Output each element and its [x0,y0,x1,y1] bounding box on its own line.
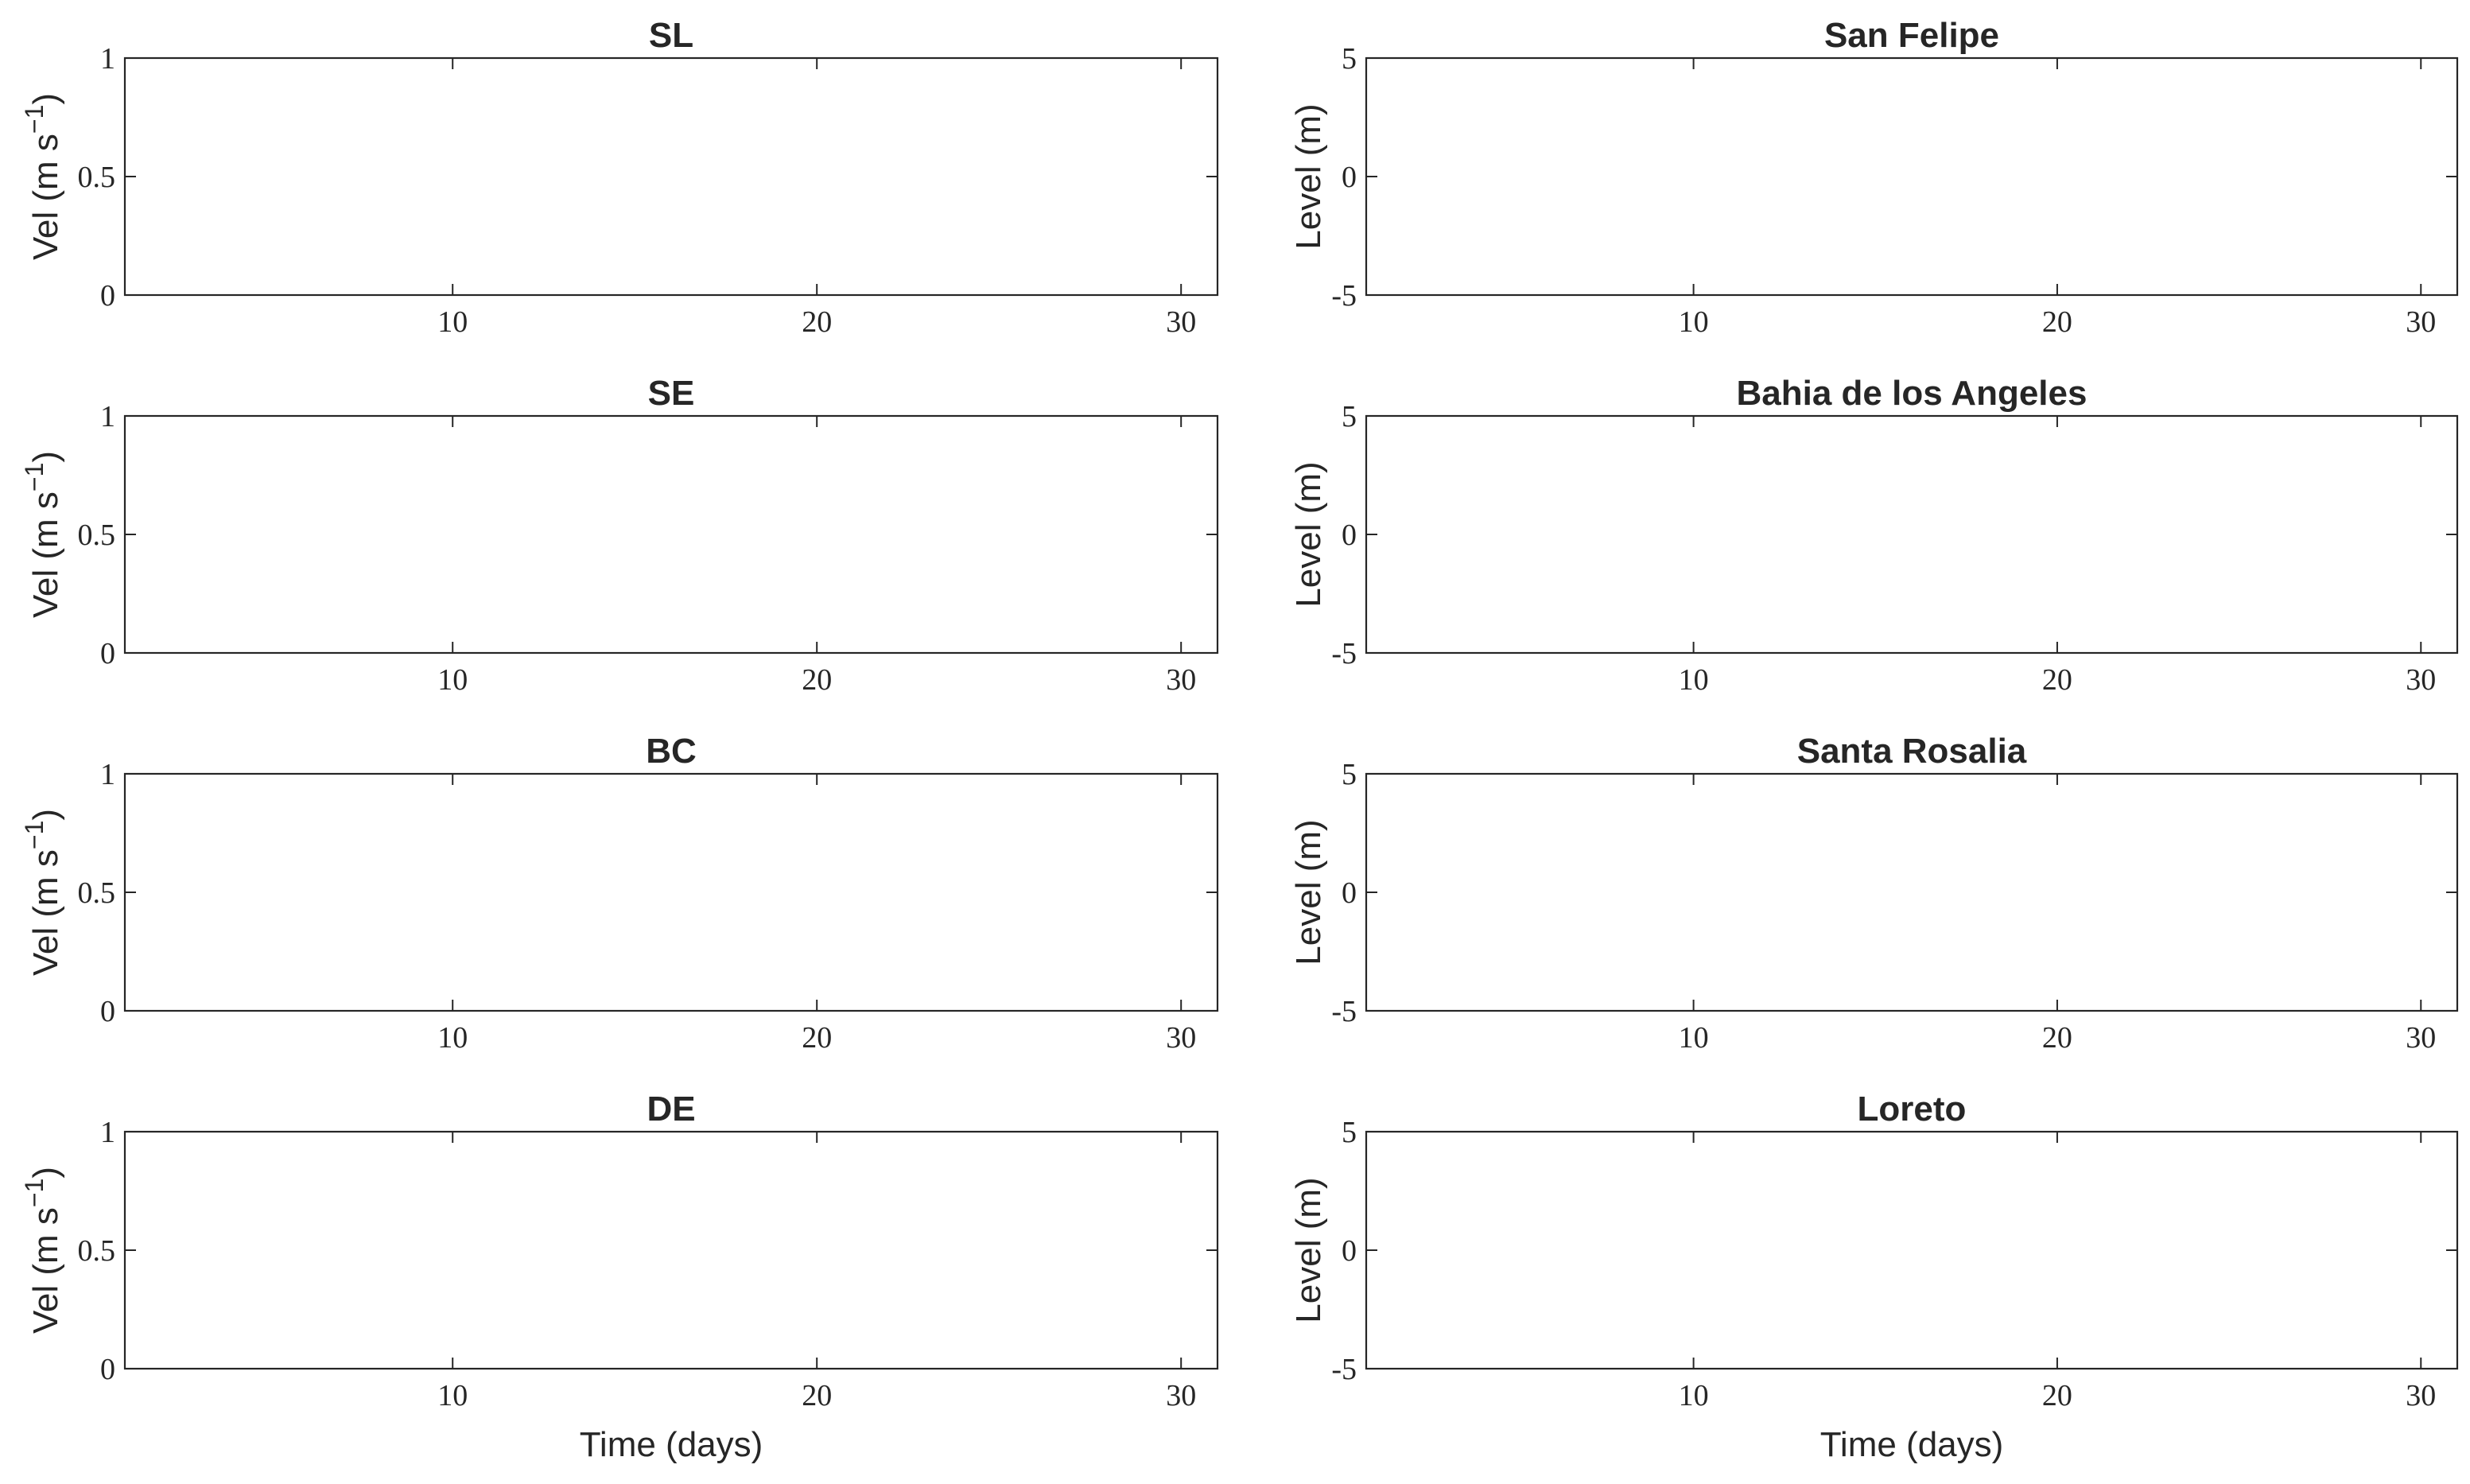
axes-frame [1365,1130,2459,1370]
y-axis-label-close: ) [26,1167,65,1179]
x-tick-label: 30 [2406,305,2436,339]
panel-bc: 10 20 30 0 0.5 1 BC Vel (m s−1) [20,732,1219,1055]
panel-title: Santa Rosalia [1797,732,2027,771]
panel-title: Loreto [1858,1090,1967,1129]
y-axis-label-exponent: −1 [20,1179,49,1207]
x-tick-label: 10 [1679,1379,1709,1412]
panel-loreto: 10 20 30 -5 0 5 Loreto Level (m) Time (days) [1289,1090,2459,1464]
axes-frame [123,414,1219,655]
y-axis-label: Level (m) [1289,1177,1328,1323]
y-axis-label: Level (m) [1289,103,1328,249]
x-tick-label: 10 [437,1379,468,1412]
panel-title: Bahia de los Angeles [1737,374,2087,413]
y-axis-label: Vel (m s−1) [20,93,65,260]
y-tick-label: 0.5 [78,519,116,552]
y-tick-label: 5 [1342,400,1357,433]
y-axis-label-exponent: −1 [20,821,49,849]
axes-frame [1365,56,2459,297]
y-axis-label-close: ) [26,93,65,105]
axes-frame [1365,414,2459,655]
y-tick-label: 0 [1342,876,1357,910]
panel-title: DE [647,1090,695,1129]
y-tick-label: 0.5 [78,876,116,910]
x-tick-label: 30 [1166,663,1196,697]
y-axis-label: Vel (m s−1) [20,809,65,976]
x-tick-label: 20 [2042,305,2072,339]
y-axis-label: Level (m) [1289,819,1328,965]
y-tick-label: 0 [100,637,115,670]
x-tick-label: 20 [2042,1379,2072,1412]
y-axis-label: Vel (m s−1) [20,451,65,618]
x-tick-label: 30 [1166,1021,1196,1055]
x-tick-label: 20 [2042,663,2072,697]
axes-frame [1365,772,2459,1012]
panel-bahia-de-los-angeles: 10 20 30 -5 0 5 Bahia de los Angeles Level (m) [1289,374,2459,697]
y-axis-label-close: ) [26,451,65,463]
x-tick-label: 10 [1679,305,1709,339]
y-tick-label: 5 [1342,758,1357,791]
x-axis-label: Time (days) [1820,1425,2004,1464]
axes-frame [123,56,1219,297]
x-tick-label: 20 [802,1021,832,1055]
x-tick-label: 10 [437,663,468,697]
y-tick-label: 1 [100,758,115,791]
y-tick-label: 1 [100,1116,115,1149]
y-tick-label: -5 [1331,1353,1357,1386]
y-axis-label-exponent: −1 [20,105,49,134]
x-tick-label: 10 [1679,663,1709,697]
y-tick-label: 5 [1342,1116,1357,1149]
x-tick-label: 20 [2042,1021,2072,1055]
panel-title: SE [648,374,695,413]
x-tick-label: 30 [2406,663,2436,697]
x-tick-label: 20 [802,305,832,339]
panel-title: San Felipe [1824,16,1999,55]
y-axis-label-text: Vel (m s [26,134,65,260]
y-axis-label-close: ) [26,809,65,821]
y-tick-label: 0 [100,279,115,313]
panel-santa-rosalia: 10 20 30 -5 0 5 Santa Rosalia Level (m) [1289,732,2459,1055]
x-tick-label: 30 [1166,305,1196,339]
x-tick-label: 10 [1679,1021,1709,1055]
panel-sl: 10 20 30 0 0.5 1 SL Vel (m s−1) [20,16,1219,339]
panel-de: 10 20 30 0 0.5 1 DE Vel (m s−1) Time (days) [20,1090,1219,1464]
x-tick-label: 10 [437,305,468,339]
y-axis-label-text: Vel (m s [26,491,65,618]
y-tick-label: 0.5 [78,1234,116,1268]
x-tick-label: 30 [1166,1379,1196,1412]
x-tick-label: 20 [802,1379,832,1412]
y-tick-label: 0 [1342,161,1357,194]
y-tick-label: 5 [1342,42,1357,76]
x-tick-label: 30 [2406,1021,2436,1055]
y-tick-label: 0 [100,1353,115,1386]
y-tick-label: -5 [1331,995,1357,1028]
y-tick-label: -5 [1331,279,1357,313]
panel-se: 10 20 30 0 0.5 1 SE Vel (m s−1) [20,374,1219,697]
panel-title: BC [646,732,697,771]
y-axis-label-text: Vel (m s [26,1207,65,1334]
y-tick-label: 0 [100,995,115,1028]
panel-san-felipe: 10 20 30 -5 0 5 San Felipe Level (m) [1289,16,2459,339]
y-tick-label: 0.5 [78,161,116,194]
axes-frame [123,772,1219,1012]
x-tick-label: 30 [2406,1379,2436,1412]
y-axis-label: Vel (m s−1) [20,1167,65,1334]
y-tick-label: -5 [1331,637,1357,670]
y-tick-label: 0 [1342,1234,1357,1268]
x-tick-label: 10 [437,1021,468,1055]
y-tick-label: 1 [100,42,115,76]
y-axis-label-exponent: −1 [20,463,49,491]
y-tick-label: 1 [100,400,115,433]
axes-frame [123,1130,1219,1370]
panel-title: SL [649,16,693,55]
y-axis-label-text: Vel (m s [26,849,65,976]
y-axis-label: Level (m) [1289,461,1328,607]
x-tick-label: 20 [802,663,832,697]
y-tick-label: 0 [1342,519,1357,552]
x-axis-label: Time (days) [580,1425,763,1464]
